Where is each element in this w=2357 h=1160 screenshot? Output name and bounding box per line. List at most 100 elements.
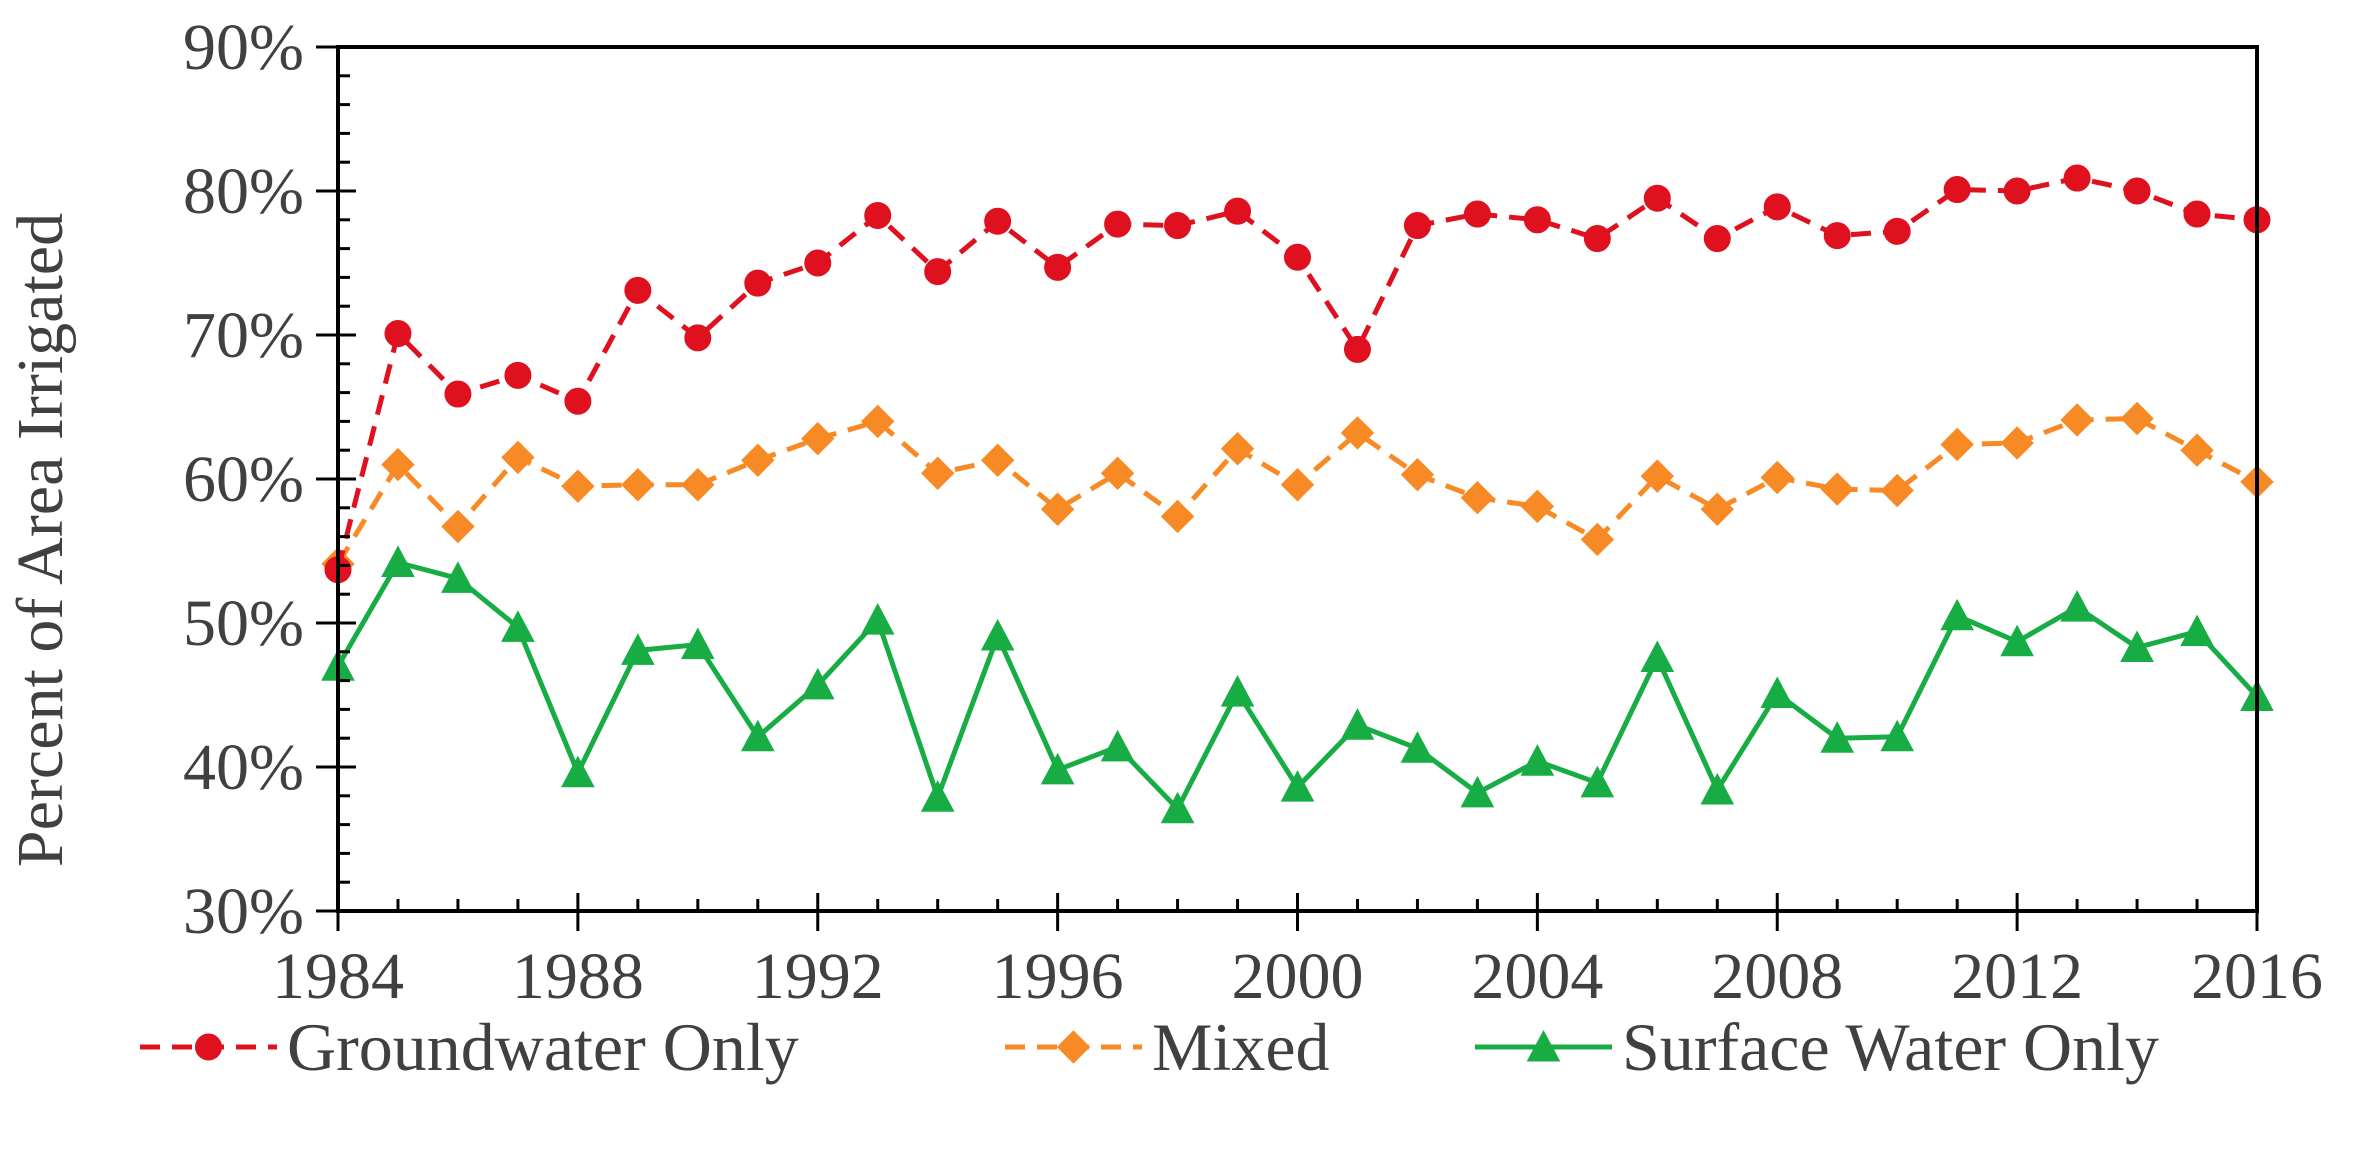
x-tick-label: 2016 (2191, 940, 2323, 1013)
data-point-surface-water-only (441, 561, 475, 593)
data-point-groundwater-only (1643, 184, 1671, 212)
data-point-surface-water-only (1820, 721, 1855, 753)
data-point-mixed (861, 404, 895, 439)
data-point-mixed (1700, 492, 1734, 526)
data-point-surface-water-only (561, 755, 595, 788)
data-point-groundwater-only (1403, 212, 1431, 240)
legend-label: Surface Water Only (1622, 1009, 2159, 1085)
y-axis-title: Percent of Area Irrigated (4, 213, 77, 867)
data-point-groundwater-only (1523, 206, 1551, 234)
data-point-mixed (1880, 473, 1914, 508)
data-point-mixed (441, 509, 475, 544)
data-point-groundwater-only (1284, 243, 1311, 271)
series-groundwater-only (324, 164, 2271, 584)
data-point-mixed (2120, 401, 2154, 436)
data-point-groundwater-only (1943, 176, 1971, 204)
data-point-groundwater-only (924, 258, 952, 286)
data-point-groundwater-only (1224, 197, 1252, 225)
legend-marker (195, 1033, 222, 1061)
x-axis-ticks: 1984 1988 1992 1996 2000 2004 2008 2012 2016 (272, 893, 2323, 1013)
data-point-mixed (920, 456, 955, 490)
data-point-groundwater-only (2183, 200, 2211, 228)
data-point-mixed (501, 440, 535, 475)
data-point-mixed (1640, 459, 1675, 493)
data-point-mixed (1580, 522, 1615, 557)
data-point-mixed (801, 421, 835, 456)
data-point-groundwater-only (384, 320, 412, 348)
data-point-surface-water-only (740, 719, 775, 752)
data-point-groundwater-only (2123, 177, 2151, 205)
legend-label: Mixed (1152, 1009, 1330, 1085)
data-point-surface-water-only (1280, 770, 1315, 802)
y-tick-label: 90% (183, 11, 304, 84)
data-point-surface-water-only (2060, 590, 2094, 622)
data-point-groundwater-only (1763, 193, 1791, 221)
data-point-groundwater-only (624, 276, 652, 304)
legend-item-mixed: Mixed (1005, 1009, 1330, 1085)
data-point-mixed (2180, 433, 2214, 467)
data-point-surface-water-only (1160, 791, 1195, 824)
data-point-groundwater-only (1703, 225, 1731, 253)
data-point-surface-water-only (2120, 630, 2154, 662)
data-point-surface-water-only (2000, 624, 2034, 657)
legend: Groundwater Only Mixed Surface Water Only (140, 1009, 2159, 1085)
x-tick-label: 1984 (272, 940, 404, 1013)
y-tick-label: 30% (183, 875, 304, 948)
data-point-surface-water-only (1100, 729, 1135, 762)
x-tick-label: 2012 (1951, 940, 2083, 1013)
data-point-mixed (561, 469, 595, 503)
data-point-mixed (1340, 416, 1375, 450)
data-point-groundwater-only (984, 207, 1012, 235)
data-point-surface-water-only (1220, 675, 1255, 707)
data-point-mixed (1820, 472, 1854, 506)
data-point-mixed (741, 443, 775, 477)
y-tick-label: 40% (183, 731, 304, 804)
y-tick-label: 50% (183, 587, 304, 660)
data-point-surface-water-only (621, 633, 655, 665)
data-point-groundwater-only (1044, 253, 1072, 281)
data-point-groundwater-only (1463, 200, 1491, 228)
data-point-mixed (2060, 403, 2094, 437)
data-point-mixed (1160, 499, 1195, 534)
y-axis-ticks: 30% 40% 50% 60% 70% 80% 90% (183, 11, 356, 948)
data-point-surface-water-only (860, 603, 895, 635)
data-point-surface-water-only (980, 618, 1015, 651)
data-point-surface-water-only (1340, 708, 1375, 740)
data-point-surface-water-only (1460, 775, 1495, 808)
data-point-surface-water-only (1580, 765, 1615, 798)
data-point-surface-water-only (920, 780, 955, 812)
data-point-mixed (1760, 460, 1794, 495)
legend-item-groundwater-only: Groundwater Only (140, 1009, 799, 1085)
x-tick-label: 1988 (512, 940, 644, 1013)
data-point-groundwater-only (804, 249, 832, 277)
data-point-surface-water-only (800, 667, 835, 700)
data-point-groundwater-only (1583, 225, 1611, 253)
data-point-mixed (621, 468, 655, 502)
legend-item-surface-water-only: Surface Water Only (1475, 1009, 2159, 1085)
data-point-surface-water-only (1040, 752, 1075, 785)
data-point-groundwater-only (1823, 222, 1851, 250)
series-layer (321, 164, 2274, 824)
series-line-groundwater-only (335, 175, 2258, 571)
data-point-surface-water-only (1400, 731, 1435, 763)
data-point-mixed (1520, 489, 1555, 524)
data-point-mixed (2000, 426, 2034, 460)
data-point-mixed (1400, 457, 1435, 492)
data-point-mixed (681, 468, 715, 502)
data-point-groundwater-only (564, 387, 592, 415)
data-point-groundwater-only (2063, 164, 2091, 192)
data-point-groundwater-only (1883, 217, 1911, 245)
data-point-surface-water-only (1640, 640, 1675, 673)
series-mixed (321, 401, 2274, 581)
data-point-groundwater-only (684, 324, 712, 352)
data-point-groundwater-only (1164, 212, 1192, 240)
data-point-surface-water-only (1520, 744, 1555, 776)
legend-label: Groundwater Only (287, 1009, 799, 1085)
data-point-surface-water-only (680, 627, 715, 660)
data-point-surface-water-only (1760, 676, 1795, 709)
data-point-surface-water-only (1700, 772, 1735, 805)
y-tick-label: 80% (183, 155, 304, 228)
x-tick-label: 1996 (992, 940, 1124, 1013)
data-point-groundwater-only (2003, 177, 2031, 205)
